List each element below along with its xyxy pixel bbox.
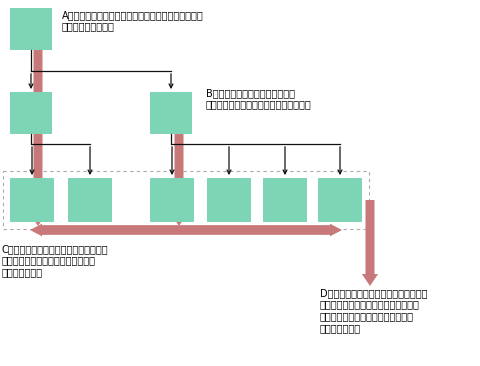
Bar — [68, 178, 112, 222]
FancyArrow shape — [30, 224, 330, 236]
FancyArrow shape — [171, 97, 187, 226]
Bar — [150, 178, 194, 222]
FancyArrow shape — [362, 200, 378, 286]
FancyArrow shape — [42, 224, 342, 236]
Bar — [318, 178, 362, 222]
Bar — [10, 92, 52, 134]
Bar — [150, 92, 192, 134]
Bar — [10, 178, 54, 222]
Text: A＝トップページからコンテンツ（詳細ページなど）
へのコンバージョン: A＝トップページからコンテンツ（詳細ページなど） へのコンバージョン — [62, 10, 204, 31]
Text: D＝コンテンツ（詳細ページなど）から
出口ページ（カート、お問い合わせ、
地図、資料ダウンロードなど）への
コンバージョン: D＝コンテンツ（詳細ページなど）から 出口ページ（カート、お問い合わせ、 地図、… — [320, 288, 428, 333]
Bar — [263, 178, 307, 222]
Bar — [3, 171, 369, 229]
Bar — [207, 178, 251, 222]
Text: B＝リストページからコンテンツ
（詳細ページなど）へのコンバージョン: B＝リストページからコンテンツ （詳細ページなど）へのコンバージョン — [206, 88, 312, 109]
Text: C＝コンテンツ（詳細ページなど）から
コンテンツ（詳細ページなど）への
コンバージョン: C＝コンテンツ（詳細ページなど）から コンテンツ（詳細ページなど）への コンバー… — [2, 244, 108, 277]
FancyArrow shape — [30, 13, 46, 226]
Bar — [10, 8, 52, 50]
